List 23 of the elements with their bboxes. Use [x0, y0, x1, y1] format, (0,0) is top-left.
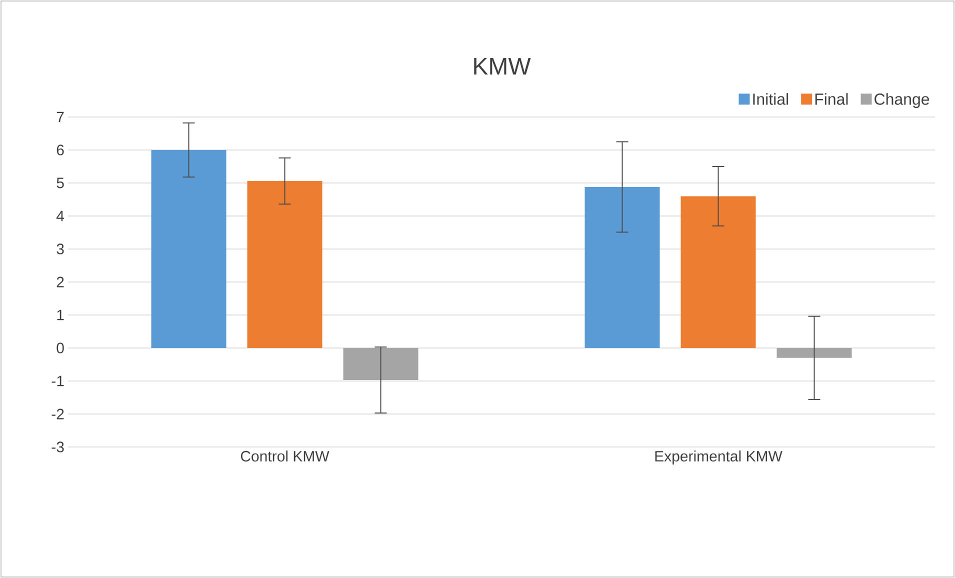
y-tick-label: 5	[56, 178, 64, 188]
bar	[584, 186, 660, 348]
y-tick-label: 7	[56, 112, 64, 122]
legend-label: Final	[815, 93, 848, 105]
bar	[343, 348, 418, 380]
legend-label: Change	[874, 93, 930, 108]
bar	[247, 181, 322, 348]
y-tick-label: 3	[56, 244, 64, 254]
y-tick-label: 6	[56, 144, 64, 156]
y-tick-label: 4	[56, 210, 64, 222]
y-tick-label: 1	[57, 310, 64, 320]
x-tick-label: Control KMW	[240, 450, 330, 462]
chart-title: KMW	[474, 58, 531, 74]
bar	[680, 196, 756, 348]
y-tick-label: 0	[56, 342, 64, 354]
bar	[776, 348, 852, 358]
y-tick-label: 2	[56, 276, 64, 288]
bar	[151, 150, 226, 348]
y-tick-label: -2	[52, 408, 64, 420]
y-tick-label: -1	[52, 376, 64, 386]
x-tick-label: Experimental KMW	[655, 450, 782, 465]
y-tick-label: -3	[52, 442, 64, 452]
legend-label: Initial	[753, 93, 788, 105]
